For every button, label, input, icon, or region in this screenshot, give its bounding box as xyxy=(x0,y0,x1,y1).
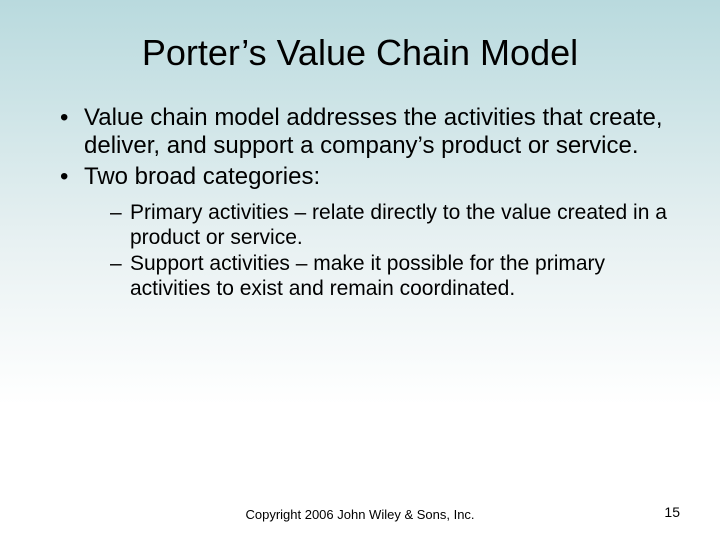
sub-bullet-text: Support activities – make it possible fo… xyxy=(130,252,605,300)
slide: Porter’s Value Chain Model Value chain m… xyxy=(0,0,720,540)
slide-title: Porter’s Value Chain Model xyxy=(40,32,680,74)
list-item: Support activities – make it possible fo… xyxy=(110,252,680,302)
bullet-text: Value chain model addresses the activiti… xyxy=(84,104,663,159)
bullet-list: Value chain model addresses the activiti… xyxy=(0,104,720,302)
bullet-text: Two broad categories: xyxy=(84,163,320,190)
copyright-footer: Copyright 2006 John Wiley & Sons, Inc. xyxy=(0,507,720,522)
sub-bullet-text: Primary activities – relate directly to … xyxy=(130,201,667,249)
sub-bullet-list: Primary activities – relate directly to … xyxy=(84,201,680,302)
list-item: Value chain model addresses the activiti… xyxy=(60,104,680,161)
list-item: Two broad categories: Primary activities… xyxy=(60,163,680,302)
page-number: 15 xyxy=(664,504,680,520)
list-item: Primary activities – relate directly to … xyxy=(110,201,680,251)
